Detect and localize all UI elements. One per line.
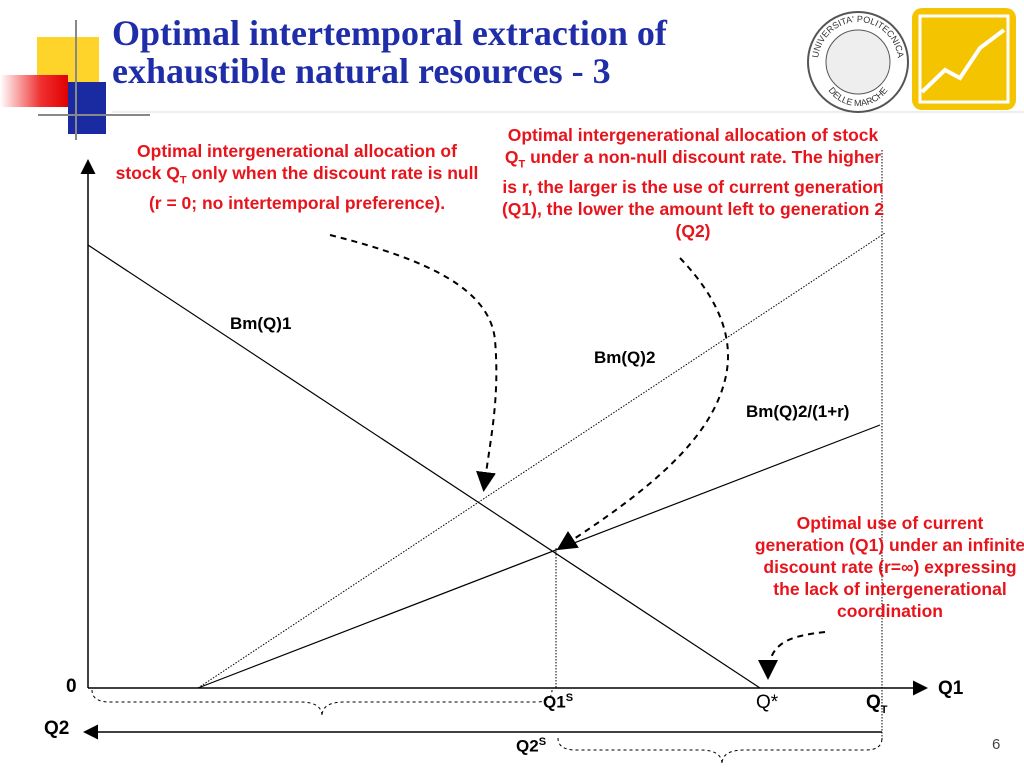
origin-label: 0 [66, 676, 77, 697]
annotation-text: only when the discount rate is null (r =… [148, 163, 479, 213]
logo: UNIVERSITA' POLITECNICA DELLE MARCHE [807, 8, 1016, 113]
curve-label: Bm(Q)1 [230, 314, 292, 333]
title-line: Optimal intertemporal extraction of [112, 13, 667, 53]
braces [91, 689, 883, 765]
annotation-sub: T [179, 174, 187, 187]
slide-number: 6 [992, 736, 1001, 753]
axis-label: Q1 [938, 678, 964, 699]
annotation-text: under a non-null discount rate. The high… [501, 147, 885, 241]
decoration [0, 20, 1024, 140]
point-label: Q2S [516, 736, 546, 757]
point-label-base: Q [866, 692, 881, 713]
annotation-sub: T [518, 158, 526, 171]
point-label-base: Q2 [516, 736, 539, 756]
pointer-arrows [329, 234, 826, 680]
axis-label: Q2 [44, 718, 70, 739]
curves [87, 150, 886, 740]
point-label: QT [866, 692, 888, 716]
annotation: Optimal use of current generation (Q1) u… [754, 513, 1024, 621]
slide-title: Optimal intertemporal extraction of exha… [112, 14, 667, 90]
annotation-text: Optimal intergenerational allocation of … [115, 141, 457, 183]
curve-label: Bm(Q)2 [594, 348, 656, 367]
point-label-sub: T [880, 703, 888, 716]
title-line: exhaustible natural resources - 3 [112, 51, 611, 91]
point-label: Q* [756, 692, 779, 713]
point-label-sup: S [538, 736, 547, 748]
axes [80, 159, 928, 740]
annotation-text: Optimal intergenerational allocation of … [504, 125, 879, 167]
point-label-base: Q1 [543, 692, 566, 712]
point-label: Q1S [543, 692, 573, 713]
annotation: Optimal intergenerational allocation of … [500, 124, 886, 242]
annotation: Optimal intergenerational allocation of … [112, 140, 482, 214]
point-label-sup: S [565, 692, 574, 704]
curve-label: Bm(Q)2/(1+r) [746, 402, 850, 421]
